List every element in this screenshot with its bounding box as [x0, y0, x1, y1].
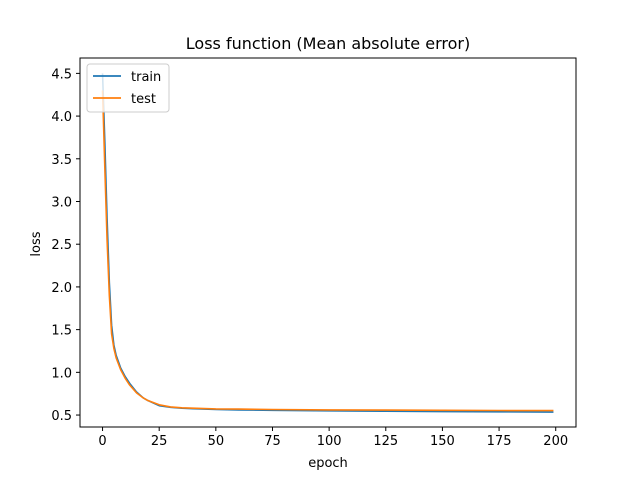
axes-layer: 0 25 50 75 100 125 150 175 200 0.5 1.0 1.5 2.0 2.5 3.0… [51, 57, 577, 449]
y-tick-label-3: 2.0 [51, 281, 72, 296]
legend-label-train: train [131, 70, 161, 85]
y-tick-label-6: 3.5 [51, 153, 72, 168]
x-tick-label-3: 75 [264, 434, 281, 449]
y-tick-label-5: 3.0 [51, 196, 72, 211]
series-layer [101, 73, 554, 413]
y-axis-label: loss [29, 231, 44, 256]
x-tick-label-1: 25 [151, 434, 168, 449]
axes-frame [79, 57, 577, 428]
y-tick-label-0: 0.5 [51, 409, 72, 424]
y-tick-label-4: 2.5 [51, 238, 72, 253]
legend-label-test: test [131, 92, 156, 107]
series-line-test [101, 90, 554, 412]
x-tick-label-5: 125 [373, 434, 398, 449]
y-tick-label-1: 1.0 [51, 366, 72, 381]
x-tick-label-0: 0 [98, 434, 106, 449]
x-tick-label-2: 50 [208, 434, 225, 449]
legend: train test [86, 63, 170, 113]
y-tick-label-2: 1.5 [51, 324, 72, 339]
y-tick-label-7: 4.0 [51, 110, 72, 125]
x-tick-label-8: 200 [543, 434, 568, 449]
x-tick-label-4: 100 [317, 434, 342, 449]
y-tick-label-8: 4.5 [51, 67, 72, 82]
plot-area [80, 58, 576, 427]
plot-background [80, 58, 576, 427]
chart-title: Loss function (Mean absolute error) [186, 34, 470, 53]
x-tick-label-6: 150 [430, 434, 455, 449]
x-axis-label: epoch [308, 456, 348, 471]
x-tick-label-7: 175 [487, 434, 512, 449]
